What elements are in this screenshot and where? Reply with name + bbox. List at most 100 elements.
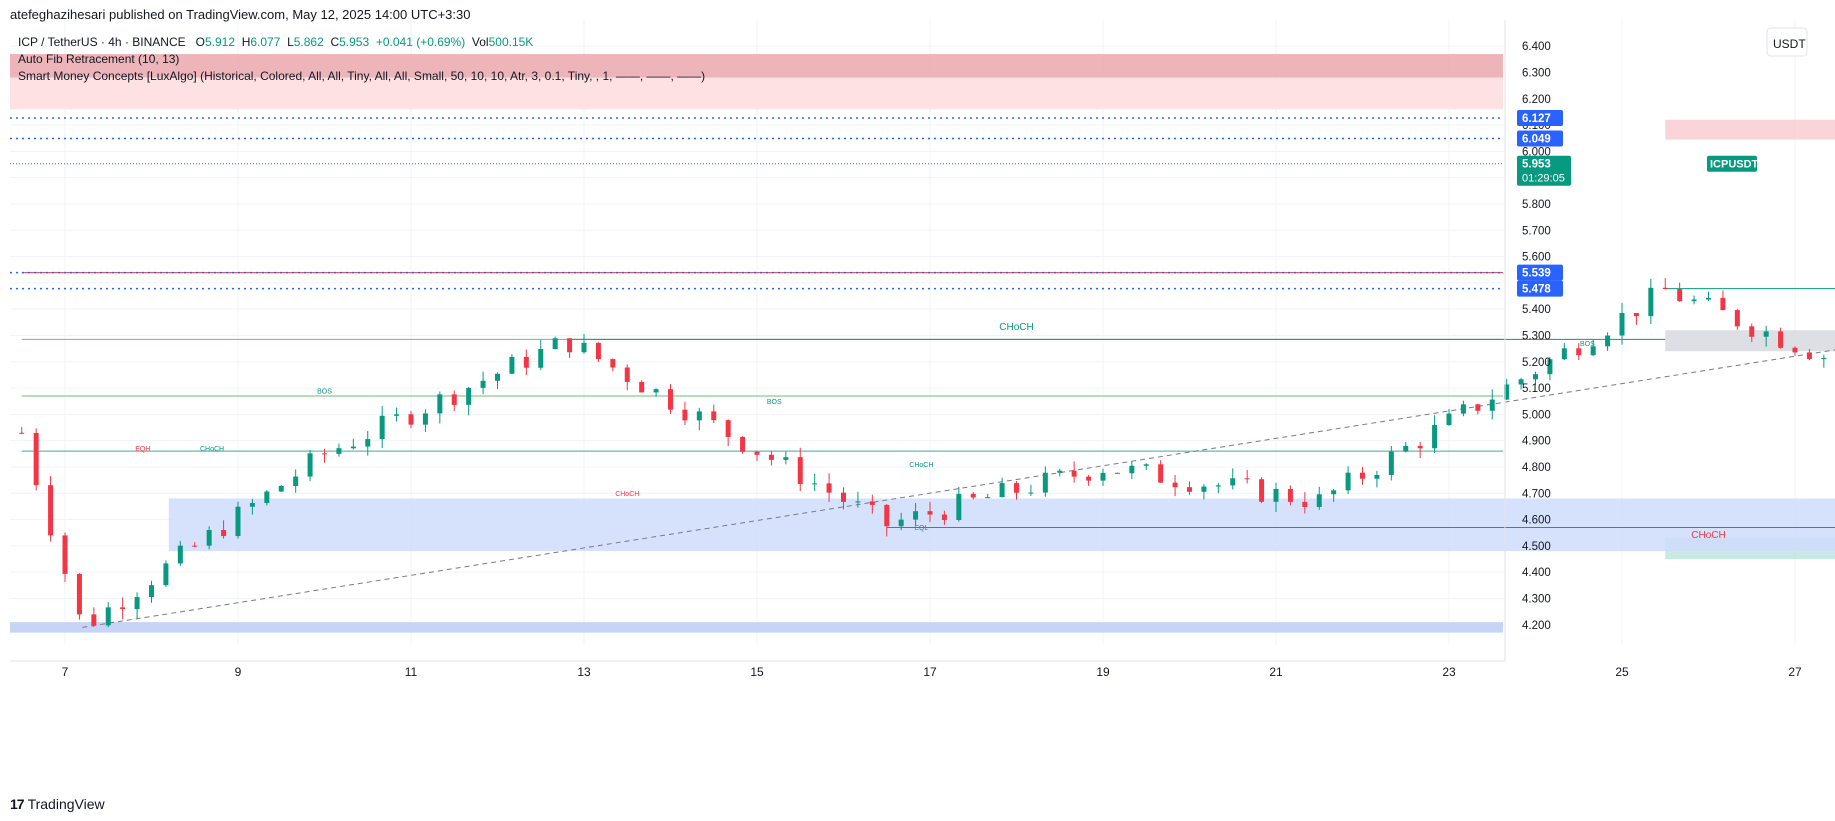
candle-up — [1547, 359, 1553, 375]
price-badge: 5.478 — [1517, 280, 1563, 297]
x-tick-label: 27 — [1788, 665, 1802, 679]
y-tick-label: 5.700 — [1522, 225, 1551, 237]
indicator-smc-legend[interactable]: Smart Money Concepts [LuxAlgo] (Historic… — [18, 69, 706, 83]
candle-up — [1648, 287, 1654, 317]
candle-down — [451, 394, 457, 405]
candle-down — [1244, 478, 1250, 480]
candle-down — [1158, 464, 1164, 483]
x-tick-label: 7 — [62, 665, 69, 679]
y-tick-label: 5.200 — [1522, 357, 1551, 369]
x-tick-label: 19 — [1096, 665, 1110, 679]
candle-down — [221, 529, 227, 537]
candle-up — [1129, 465, 1135, 474]
low-label: L — [287, 35, 294, 49]
price-badge-text: 6.127 — [1522, 113, 1551, 125]
structure-label: CHoCH — [999, 322, 1033, 333]
candle-down — [523, 356, 529, 368]
structure-label: CHoCH — [200, 446, 224, 453]
candle-up — [422, 413, 428, 425]
candle-up — [1533, 374, 1538, 380]
candle-up — [394, 414, 400, 416]
y-tick-label: 5.300 — [1522, 330, 1551, 342]
price-badge-bg — [1517, 130, 1563, 147]
price-badge: 5.539 — [1517, 264, 1563, 281]
x-tick-label: 25 — [1615, 665, 1629, 679]
indicator-fib-legend[interactable]: Auto Fib Retracement (10, 13) — [18, 52, 180, 66]
open-value: 5.912 — [204, 35, 236, 49]
publisher-line: atefeghazihesari published on TradingVie… — [10, 7, 471, 22]
candle-up — [956, 493, 962, 520]
candle-down — [408, 414, 414, 425]
candle-up — [1518, 379, 1524, 385]
y-tick-label: 5.800 — [1522, 199, 1551, 211]
volume-label: Vol — [471, 35, 489, 49]
y-tick-label: 4.600 — [1522, 515, 1551, 527]
x-tick-label: 11 — [405, 665, 418, 679]
candle-down — [1792, 347, 1798, 353]
candle-up — [379, 415, 385, 440]
symbol-name[interactable]: ICP / TetherUS · 4h · BINANCE — [18, 35, 186, 49]
candle-up — [1273, 489, 1279, 502]
x-axis: 7911131517192123252729May3579111315 — [62, 665, 1802, 679]
candle-up — [495, 373, 500, 381]
currency-button — [1766, 27, 1808, 57]
last-price-badge: ICPUSDT 5.953 01:29:05 — [1517, 155, 1759, 186]
candle-down — [1576, 348, 1582, 356]
candle-up — [1143, 464, 1149, 466]
candle-down — [567, 338, 573, 353]
candle-up — [350, 446, 356, 449]
candle-down — [725, 420, 731, 437]
demand-zone-bottom — [10, 622, 1503, 633]
candle-down — [322, 453, 327, 455]
high-label: H — [241, 35, 251, 49]
ticker-badge-text: ICPUSDT — [1710, 159, 1759, 171]
candle-down — [192, 545, 198, 547]
candle-up — [696, 411, 702, 421]
structure-label: CHoCH — [615, 491, 639, 498]
footer-brand-text: TradingView — [27, 796, 105, 812]
open-label: O — [195, 35, 205, 49]
candle-down — [19, 432, 25, 434]
y-tick-label: 5.100 — [1522, 383, 1551, 395]
candle-down — [826, 483, 832, 493]
candle-up — [509, 356, 515, 374]
price-badge-bg — [1517, 264, 1563, 281]
footer-brand[interactable]: 17 TradingView — [10, 796, 105, 812]
x-tick-label: 23 — [1442, 665, 1456, 679]
price-badge-bg — [1517, 280, 1563, 297]
candle-up — [653, 389, 659, 393]
candle-down — [1187, 487, 1192, 492]
price-badge: 6.049 — [1517, 130, 1563, 147]
premium-zone — [1665, 119, 1835, 140]
candle-up — [1446, 413, 1452, 425]
candle-up — [1100, 472, 1106, 481]
candle-up — [1821, 357, 1827, 360]
x-tick-label: 17 — [923, 665, 937, 679]
candle-up — [206, 529, 212, 546]
candles — [19, 278, 1827, 628]
candle-up — [1504, 384, 1510, 400]
candle-up — [1691, 299, 1697, 302]
volume-value: 500.15K — [488, 35, 534, 49]
candle-down — [1720, 297, 1726, 311]
price-badge: 6.127 — [1517, 109, 1563, 126]
candle-up — [480, 380, 486, 388]
ticker-badge-bg — [1707, 155, 1757, 172]
candle-up — [1432, 424, 1438, 449]
y-tick-label: 6.400 — [1522, 41, 1551, 53]
axis-currency[interactable]: USDT — [1773, 37, 1806, 51]
y-tick-label: 4.700 — [1522, 488, 1551, 500]
candle-up — [336, 448, 342, 454]
candle-down — [1259, 479, 1265, 502]
candle-up — [1561, 348, 1567, 360]
price-badge-bg — [1517, 109, 1563, 126]
symbol-legend[interactable]: ICP / TetherUS · 4h · BINANCE O5.912 H6.… — [18, 35, 533, 49]
candle-up — [293, 476, 299, 486]
candle-up — [1706, 297, 1711, 300]
candle-down — [1086, 476, 1092, 481]
close-label: C — [330, 35, 340, 49]
x-tick-label: 21 — [1269, 665, 1283, 679]
candle-down — [624, 367, 630, 382]
tradingview-logo-icon: 17 — [10, 796, 25, 812]
